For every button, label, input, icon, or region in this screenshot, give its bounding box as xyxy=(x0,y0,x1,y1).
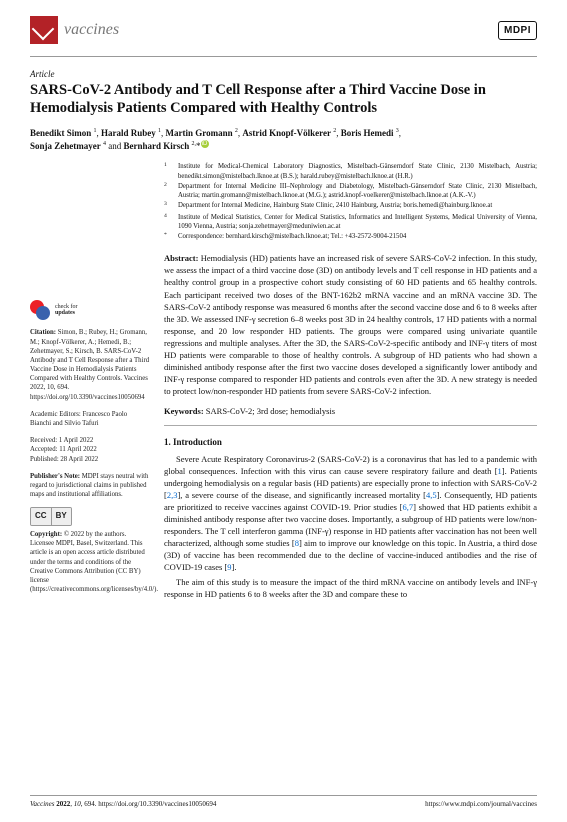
accepted-date: Accepted: 11 April 2022 xyxy=(30,445,150,454)
affiliation-row: 4Institute of Medical Statistics, Center… xyxy=(164,213,537,231)
main-column: 1Institute for Medical-Chemical Laborato… xyxy=(164,162,537,602)
keywords-rule xyxy=(164,425,537,426)
publisher-badge: MDPI xyxy=(498,21,537,40)
footer-url: https://www.mdpi.com/journal/vaccines xyxy=(425,800,537,808)
received-date: Received: 1 April 2022 xyxy=(30,436,150,445)
author: Benedikt Simon xyxy=(30,128,91,138)
author: Bernhard Kirsch xyxy=(124,141,190,151)
published-date: Published: 28 April 2022 xyxy=(30,455,150,464)
editors-block: Academic Editors: Francesco Paolo Bianch… xyxy=(30,410,150,428)
abstract-label: Abstract: xyxy=(164,253,198,263)
affiliation-row: 3Department for Internal Medicine, Hainb… xyxy=(164,201,537,211)
journal-logo-icon xyxy=(30,16,58,44)
journal-name: vaccines xyxy=(64,21,119,39)
check-updates-icon xyxy=(30,300,50,320)
author: Boris Hemedi xyxy=(341,128,394,138)
abstract-block: Abstract: Hemodialysis (HD) patients hav… xyxy=(164,252,537,397)
keywords-block: Keywords: SARS-CoV-2; 3rd dose; hemodial… xyxy=(164,405,537,417)
affiliations: 1Institute for Medical-Chemical Laborato… xyxy=(164,162,537,242)
affiliation-row: 2Department for Internal Medicine III–Ne… xyxy=(164,182,537,200)
copyright-label: Copyright: xyxy=(30,531,62,538)
page-header: vaccines MDPI xyxy=(0,0,567,56)
pubnote-label: Publisher's Note: xyxy=(30,473,80,480)
author: Martin Gromann xyxy=(166,128,233,138)
journal-logo-group: vaccines xyxy=(30,16,119,44)
cc-icon: CC xyxy=(31,508,51,525)
keywords-label: Keywords: xyxy=(164,406,204,416)
keywords-text: SARS-CoV-2; 3rd dose; hemodialysis xyxy=(206,406,335,416)
dates-block: Received: 1 April 2022 Accepted: 11 Apri… xyxy=(30,436,150,464)
author: Astrid Knopf-Völkerer xyxy=(242,128,331,138)
intro-paragraph-2: The aim of this study is to measure the … xyxy=(164,576,537,600)
author-list: Benedikt Simon 1, Harald Rubey 1, Martin… xyxy=(30,127,537,152)
affiliation-row: 1Institute for Medical-Chemical Laborato… xyxy=(164,162,537,180)
footer-citation: Vaccines 2022, 10, 694. https://doi.org/… xyxy=(30,800,216,808)
check-updates-badge[interactable]: check forupdates xyxy=(30,300,150,320)
article-title: SARS-CoV-2 Antibody and T Cell Response … xyxy=(30,81,537,117)
orcid-icon: iD xyxy=(201,140,209,148)
author: Sonja Zehetmayer xyxy=(30,141,101,151)
citation-block: Citation: Simon, B.; Rubey, H.; Gromann,… xyxy=(30,328,150,401)
sidebar: check forupdates Citation: Simon, B.; Ru… xyxy=(30,162,150,602)
publisher-note-block: Publisher's Note: MDPI stays neutral wit… xyxy=(30,472,150,500)
page-footer: Vaccines 2022, 10, 694. https://doi.org/… xyxy=(30,795,537,808)
citation-label: Citation: xyxy=(30,329,56,336)
intro-paragraph-1: Severe Acute Respiratory Coronavirus-2 (… xyxy=(164,453,537,574)
citation-text: Simon, B.; Rubey, H.; Gromann, M.; Knopf… xyxy=(30,329,149,400)
copyright-text: © 2022 by the authors. Licensee MDPI, Ba… xyxy=(30,531,158,593)
header-rule xyxy=(30,56,537,57)
check-updates-text: check forupdates xyxy=(55,304,78,317)
section-heading-intro: 1. Introduction xyxy=(164,436,537,449)
cc-by-badge: CCBY xyxy=(30,507,72,526)
affiliation-row: *Correspondence: bernhard.kirsch@mistelb… xyxy=(164,232,537,242)
author: Harald Rubey xyxy=(101,128,156,138)
copyright-block: Copyright: © 2022 by the authors. Licens… xyxy=(30,530,150,594)
abstract-text: Hemodialysis (HD) patients have an incre… xyxy=(164,253,537,396)
by-icon: BY xyxy=(51,508,71,525)
article-type-label: Article xyxy=(30,69,537,79)
